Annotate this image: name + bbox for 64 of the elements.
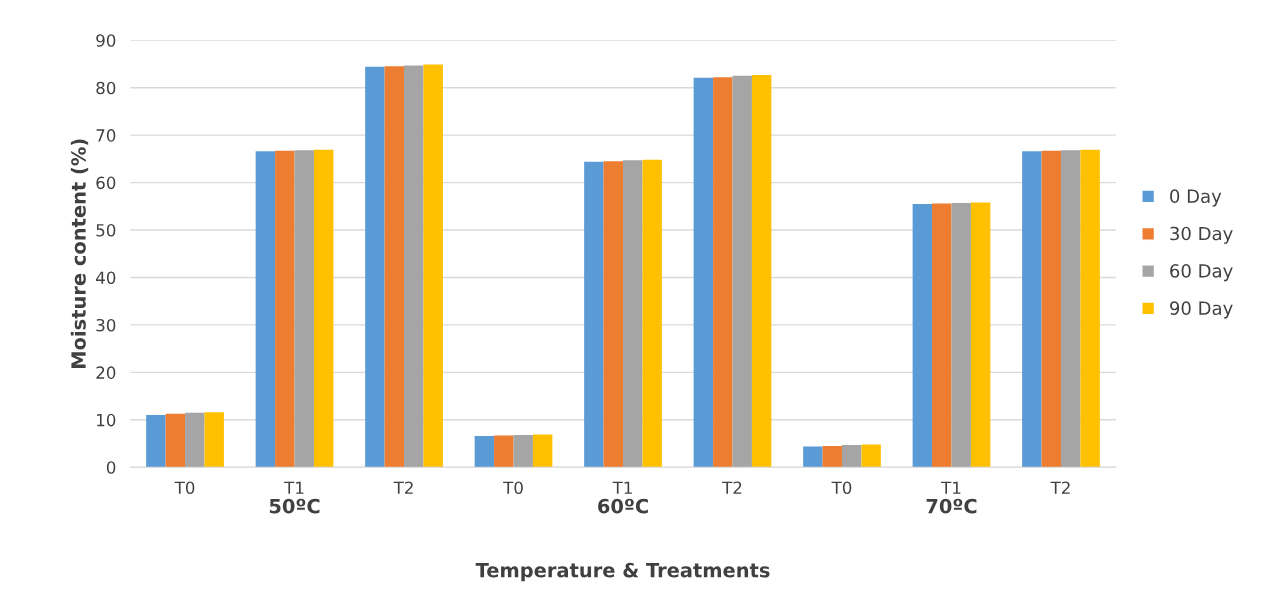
bar — [185, 412, 205, 468]
y-tick-label: 40 — [96, 271, 116, 285]
bar — [603, 161, 624, 468]
y-tick-label: 80 — [96, 81, 116, 95]
bar — [313, 149, 334, 468]
bar — [861, 444, 881, 468]
bar — [165, 413, 186, 468]
bar — [970, 202, 991, 468]
text: 70ºC — [926, 498, 977, 514]
x-tick-label: T0 — [831, 481, 852, 495]
x-axis-title: Temperature & Treatments — [475, 562, 770, 582]
bar — [255, 151, 276, 468]
bar — [1022, 151, 1042, 468]
legend-label: 0 Day — [1170, 189, 1222, 207]
bar — [146, 415, 166, 468]
bar — [532, 434, 553, 468]
x-tick-label: T2 — [393, 481, 413, 494]
bar — [713, 77, 733, 468]
bar — [204, 412, 224, 468]
x-tick-label: T2 — [722, 481, 742, 494]
legend-label: 90 Day — [1170, 301, 1233, 319]
bar — [732, 75, 752, 468]
x-tick-label: T0 — [503, 481, 523, 495]
legend-label: 60 Day — [1170, 264, 1233, 282]
bar — [693, 77, 714, 468]
bar — [1041, 150, 1061, 468]
y-tick-label: 60 — [96, 176, 116, 190]
bar — [642, 159, 662, 468]
bar — [513, 435, 533, 468]
y-tick-label: 20 — [96, 366, 116, 379]
bar — [912, 203, 933, 468]
bar — [951, 202, 971, 468]
bar — [384, 66, 405, 468]
bar — [294, 150, 314, 468]
y-tick-label: 50 — [96, 224, 116, 237]
y-tick-label: 70 — [96, 129, 116, 142]
x-tick-label: T2 — [1050, 481, 1070, 494]
y-tick-label: 90 — [96, 34, 116, 47]
bar — [584, 161, 604, 468]
y-tick-label: 0 — [106, 461, 116, 474]
bar — [842, 444, 862, 468]
x-tick-label: T1 — [284, 481, 304, 494]
bar — [275, 150, 295, 468]
y-axis-title: Moisture content (%) — [70, 139, 89, 368]
bar — [751, 74, 772, 468]
bar — [494, 435, 514, 468]
bar — [1080, 149, 1100, 468]
bar — [365, 66, 385, 468]
y-tick-label: 10 — [97, 413, 116, 427]
bar — [822, 445, 842, 468]
bar — [932, 203, 952, 468]
bar — [1060, 150, 1081, 468]
text: 50ºC — [269, 498, 320, 514]
y-tick-label: 30 — [96, 318, 116, 332]
bar — [474, 435, 495, 468]
bar — [623, 160, 643, 468]
x-tick-label: T0 — [174, 481, 195, 495]
x-tick-label: T1 — [612, 481, 632, 494]
text: 60ºC — [598, 498, 648, 514]
bar — [423, 64, 443, 468]
x-tick-label: T1 — [941, 481, 961, 494]
bar — [803, 446, 823, 468]
legend-label: 30 Day — [1170, 226, 1233, 244]
bar — [404, 65, 424, 468]
